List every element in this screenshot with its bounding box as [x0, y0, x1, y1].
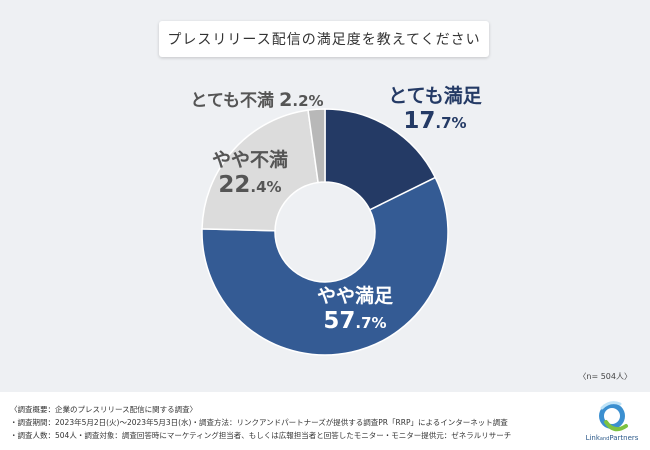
label-very-satisfied-name: とても満足 — [388, 85, 482, 107]
label-very-dissatisfied-name: とても不満 — [190, 91, 275, 111]
note-line: ・調査期間：2023年5月2日(火)〜2023年5月3日(水)・調査方法：リンク… — [10, 418, 508, 427]
label-somewhat-satisfied-name: やや満足 — [316, 285, 393, 307]
donut-chart — [201, 108, 449, 356]
chart-title: プレスリリース配信の満足度を教えてください — [159, 21, 489, 57]
note-line: 〈調査概要：企業のプレスリリース配信に関する調査〉 — [10, 405, 198, 414]
slice-very-dissatisfied — [307, 108, 326, 184]
logo-mark-icon — [599, 401, 628, 432]
label-somewhat-dissatisfied-name: やや不満 — [211, 149, 288, 171]
company-logo: LinkandPartners — [584, 398, 640, 446]
slice-somewhat-satisfied — [201, 176, 449, 356]
label-somewhat-satisfied: やや満足 57.7% — [290, 285, 420, 334]
survey-notes: 〈調査概要：企業のプレスリリース配信に関する調査〉 ・調査期間：2023年5月2… — [10, 403, 570, 442]
slice-very-satisfied — [324, 108, 437, 211]
note-line: ・調査人数：504人・調査対象：調査回答時にマーケティング担当者、もしくは広報担… — [10, 431, 512, 440]
label-somewhat-dissatisfied: やや不満 22.4% — [195, 149, 305, 198]
label-very-satisfied-value: 17.7% — [403, 107, 467, 134]
label-very-satisfied: とても満足 17.7% — [370, 85, 500, 134]
logo-text: LinkandPartners — [585, 434, 639, 442]
label-very-dissatisfied-value: 2.2% — [279, 89, 324, 111]
label-very-dissatisfied: とても不満 2.2% — [182, 89, 332, 112]
slice-somewhat-dissatisfied — [201, 109, 319, 232]
label-somewhat-satisfied-value: 57.7% — [323, 307, 387, 334]
label-somewhat-dissatisfied-value: 22.4% — [218, 171, 282, 198]
chart-panel: プレスリリース配信の満足度を教えてください とても満足 17.7% やや満足 5… — [0, 0, 650, 392]
sample-size: 〈n= 504人〉 — [578, 372, 632, 381]
